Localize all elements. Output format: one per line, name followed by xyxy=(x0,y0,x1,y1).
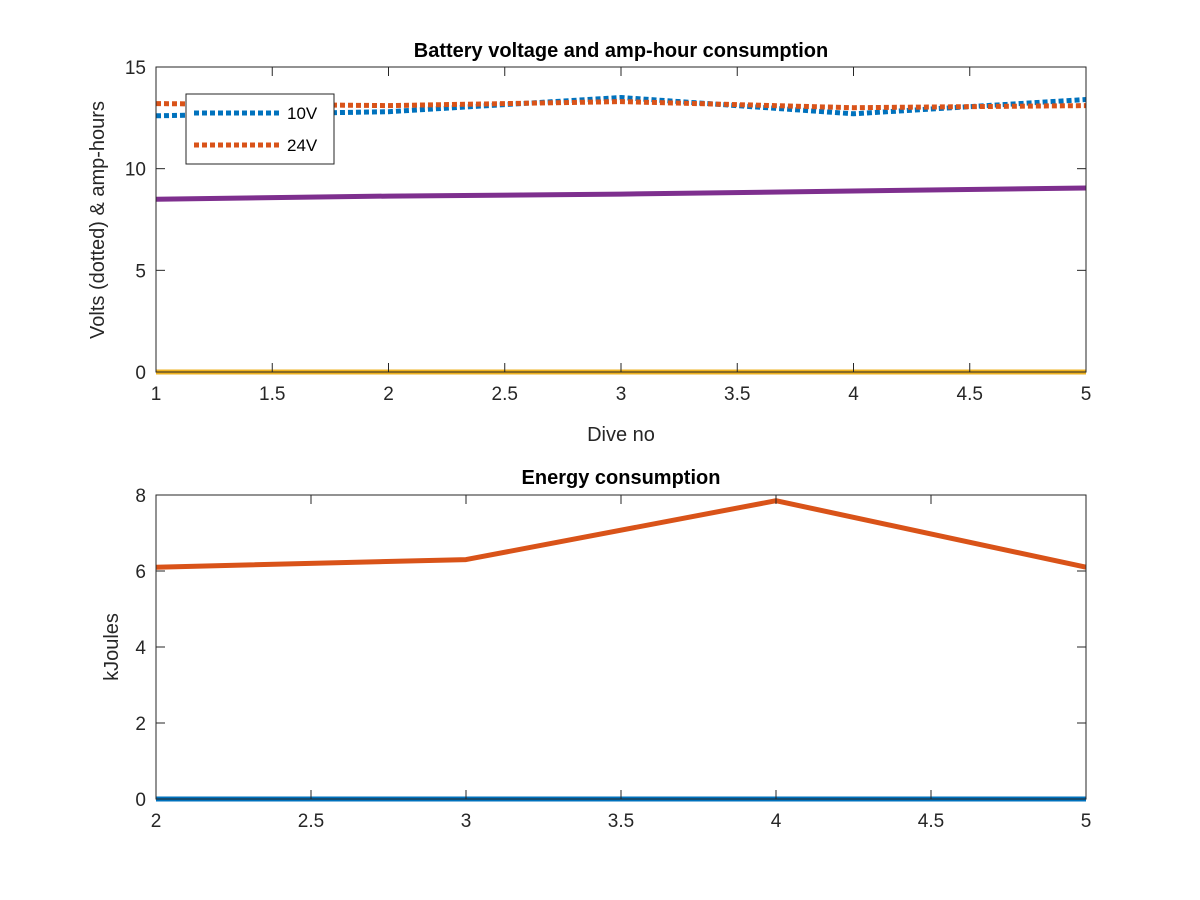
chart0-series-line-2 xyxy=(155,185,1087,202)
chart1-x-tick-label: 2 xyxy=(151,811,162,832)
chart0-y-tick-label: 15 xyxy=(125,58,146,79)
legend-10v-label: 10V xyxy=(287,104,318,123)
chart1-y-tick-label: 4 xyxy=(135,638,146,659)
chart1-x-tick-label: 2.5 xyxy=(298,811,324,832)
chart1-x-tick-label: 3.5 xyxy=(608,811,634,832)
chart0-x-tick-label: 2.5 xyxy=(492,384,518,405)
chart0-x-tick-label: 1 xyxy=(151,384,162,405)
chart1-x-tick-label: 5 xyxy=(1081,811,1092,832)
chart0-x-tick-label: 2 xyxy=(383,384,394,405)
chart1-y-tick-label: 8 xyxy=(135,486,146,507)
top-ticks-layer: 1 1.5 2 2.5 3 3.5 4 4.5 5 0 5 10 15 xyxy=(125,58,1091,405)
chart0-x-tick-label: 5 xyxy=(1081,384,1092,405)
chart0-y-tick-label: 10 xyxy=(125,160,146,181)
chart1-x-tick-label: 4 xyxy=(771,811,782,832)
top-chart-title: Battery voltage and amp-hour consumption xyxy=(414,40,828,62)
legend-24v-label: 24V xyxy=(287,136,318,155)
top-x-axis-label: Dive no xyxy=(587,424,655,446)
bottom-y-axis-label: kJoules xyxy=(101,613,123,681)
chart0-x-tick-label: 4.5 xyxy=(957,384,983,405)
chart1-x-tick-label: 4.5 xyxy=(918,811,944,832)
legend-box xyxy=(185,93,335,165)
top-legend: 10V 24V xyxy=(185,93,335,165)
chart1-y-tick-label: 6 xyxy=(135,562,146,583)
chart0-x-tick-label: 4 xyxy=(848,384,859,405)
top-y-axis-label: Volts (dotted) & amp-hours xyxy=(87,101,109,339)
chart0-x-tick-label: 3 xyxy=(616,384,627,405)
chart0-x-tick-label: 1.5 xyxy=(259,384,285,405)
chart0-x-tick-label: 3.5 xyxy=(724,384,750,405)
chart0-y-tick-label: 5 xyxy=(135,261,146,282)
chart1-x-tick-label: 3 xyxy=(461,811,472,832)
bottom-chart-title: Energy consumption xyxy=(522,467,721,489)
chart1-series-line-1 xyxy=(155,498,1087,570)
top-subplot: 1 1.5 2 2.5 3 3.5 4 4.5 5 0 5 10 15 Battery voltage … xyxy=(87,40,1091,446)
chart1-y-tick-label: 2 xyxy=(135,714,146,735)
bottom-plot-area xyxy=(156,495,1086,799)
chart1-y-tick-label: 0 xyxy=(135,790,146,811)
chart0-y-tick-label: 0 xyxy=(135,363,146,384)
